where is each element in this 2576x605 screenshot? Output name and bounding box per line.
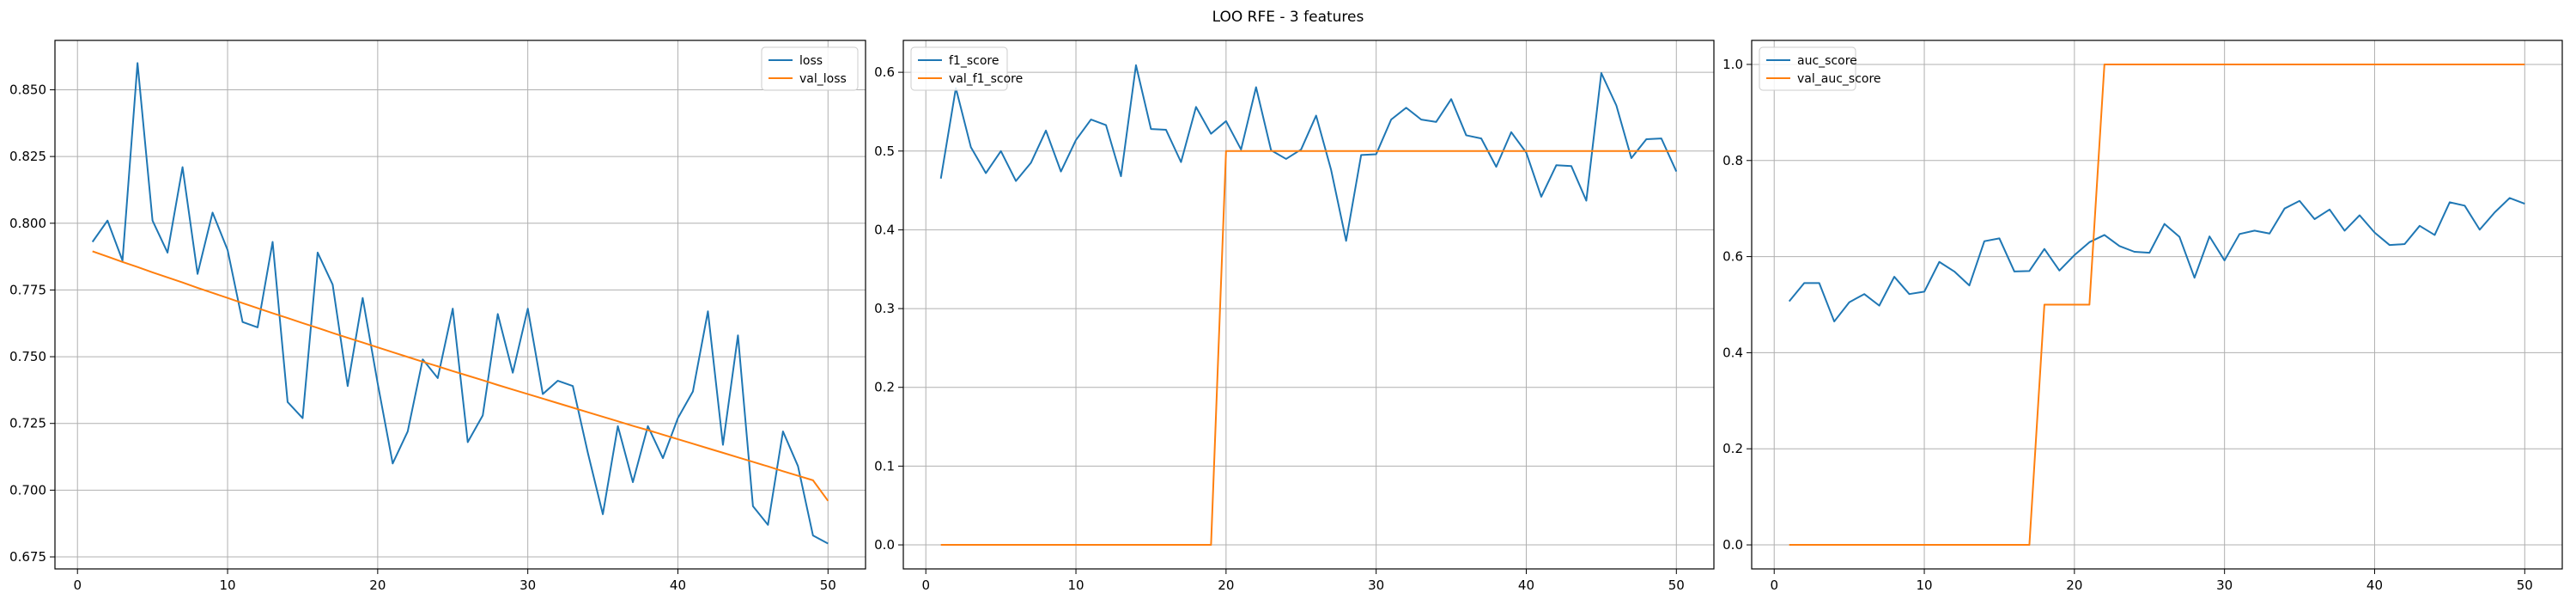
- y-tick-label: 0.0: [874, 537, 895, 553]
- y-tick-label: 0.725: [9, 416, 46, 431]
- y-tick-label: 0.675: [9, 549, 46, 565]
- series-line-loss: [91, 62, 829, 545]
- x-tick-label: 50: [1668, 578, 1685, 593]
- y-tick-label: 0.8: [1722, 153, 1743, 168]
- y-tick-label: 0.750: [9, 349, 46, 364]
- x-tick-label: 10: [1916, 578, 1932, 593]
- x-tick-label: 10: [1067, 578, 1084, 593]
- y-tick-label: 0.1: [874, 458, 895, 474]
- x-tick-label: 0: [921, 578, 930, 593]
- chart-1: 0 10 20 30 40 50 0.675 0.700 0.725 0.750 0.775 0.80…: [9, 40, 866, 593]
- legend-entry: val_auc_score: [1797, 72, 1881, 86]
- x-tick-label: 20: [369, 578, 386, 593]
- y-tick-label: 0.4: [1722, 345, 1743, 360]
- y-tick-label: 0.3: [874, 301, 895, 316]
- x-tick-label: 30: [1368, 578, 1384, 593]
- y-tick-label: 0.5: [874, 144, 895, 159]
- y-tick-label: 0.4: [874, 222, 895, 237]
- series-line-val_loss: [92, 250, 829, 502]
- legend-box: [1759, 46, 1856, 91]
- x-tick-label: 20: [2066, 578, 2082, 593]
- series-line-auc_score: [1788, 197, 2525, 323]
- axes-frame: [902, 40, 1715, 570]
- y-tick-label: 0.700: [9, 482, 46, 498]
- x-tick-label: 10: [219, 578, 235, 593]
- figure-title: LOO RFE - 3 features: [1212, 9, 1364, 26]
- y-tick-label: 1.0: [1722, 57, 1743, 72]
- x-tick-label: 30: [519, 578, 536, 593]
- series-line-val_f1_score: [940, 150, 1677, 547]
- series-line-f1_score: [939, 64, 1678, 242]
- chart-3: 0 10 20 30 40 50 0.0 0.2 0.4 0.6 0.8 1.0 auc_scoreva…: [1722, 40, 2563, 593]
- series-line-val_auc_score: [1789, 63, 2525, 547]
- legend-box: [910, 46, 1008, 91]
- y-tick-label: 0.2: [874, 380, 895, 395]
- x-tick-label: 30: [2216, 578, 2233, 593]
- y-tick-label: 0.6: [874, 64, 895, 80]
- x-tick-label: 20: [1218, 578, 1234, 593]
- legend: loss val_loss: [761, 46, 859, 91]
- x-tick-label: 50: [2517, 578, 2533, 593]
- x-tick-label: 0: [73, 578, 82, 593]
- x-tick-label: 40: [670, 578, 686, 593]
- y-tick-label: 0.775: [9, 282, 46, 297]
- legend: f1_score val_f1_score: [910, 46, 1023, 91]
- y-tick-label: 0.825: [9, 149, 46, 164]
- x-tick-label: 50: [820, 578, 836, 593]
- legend: auc_score val_auc_score: [1759, 46, 1881, 91]
- axes-frame: [1751, 40, 2563, 570]
- y-tick-label: 0.6: [1722, 249, 1743, 265]
- legend-entry: val_loss: [799, 72, 847, 86]
- legend-entry: val_f1_score: [949, 72, 1023, 86]
- legend-box: [761, 46, 859, 91]
- y-tick-label: 0.850: [9, 82, 46, 97]
- y-tick-label: 0.2: [1722, 441, 1743, 456]
- x-tick-label: 40: [1518, 578, 1534, 593]
- x-tick-label: 0: [1770, 578, 1778, 593]
- axes-frame: [54, 40, 866, 570]
- legend-entry: auc_score: [1797, 54, 1857, 68]
- legend-entry: loss: [799, 54, 823, 68]
- y-tick-label: 0.0: [1722, 537, 1743, 553]
- chart-2: 0 10 20 30 40 50 0.0 0.1 0.2 0.3 0.4 0.5 0.6 f1_score…: [874, 40, 1715, 593]
- y-tick-label: 0.800: [9, 216, 46, 231]
- legend-entry: f1_score: [949, 54, 999, 68]
- x-tick-label: 40: [2366, 578, 2383, 593]
